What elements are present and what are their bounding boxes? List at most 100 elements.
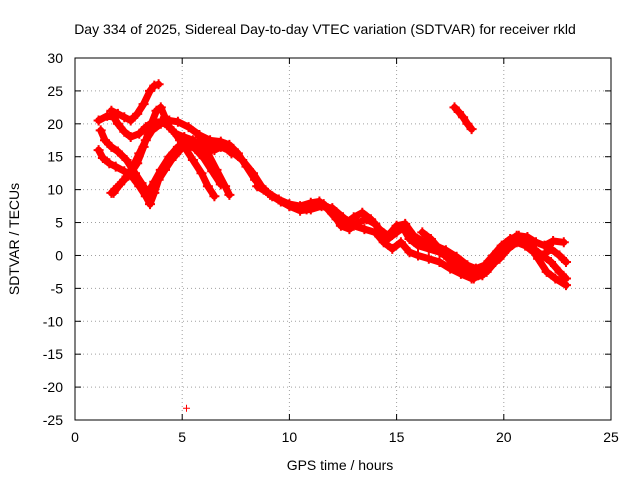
data-point-marker xyxy=(561,273,571,284)
data-point-marker xyxy=(263,187,273,198)
data-point-marker xyxy=(194,132,205,142)
data-point-marker xyxy=(215,141,226,152)
data-point-marker xyxy=(546,243,556,254)
data-point-marker xyxy=(365,214,376,225)
data-point-marker xyxy=(359,224,370,235)
data-point-marker xyxy=(110,161,121,172)
data-point-marker xyxy=(548,236,559,246)
data-point-marker xyxy=(470,263,481,274)
data-point-marker xyxy=(215,179,226,190)
data-point-marker xyxy=(425,234,436,244)
data-point-marker xyxy=(121,155,132,165)
data-point-marker xyxy=(97,153,108,163)
data-point-marker xyxy=(155,164,166,175)
y-tick-label: 25 xyxy=(47,83,63,99)
data-point-marker xyxy=(164,115,175,126)
data-point-marker xyxy=(125,115,136,126)
series-arc-i xyxy=(417,227,571,284)
axis-ticks: 0 5 10 15 20 25 -25 -20 -15 -10 -5 0 5 10 15 20 25 30 xyxy=(43,50,619,445)
data-point-marker xyxy=(391,220,402,231)
plot-frame xyxy=(74,57,612,421)
y-tick-label: 0 xyxy=(55,247,63,263)
data-point-marker xyxy=(252,181,263,192)
data-point-marker xyxy=(305,204,316,215)
data-point-marker xyxy=(348,212,359,223)
data-point-marker xyxy=(419,237,430,248)
data-point-marker xyxy=(153,79,164,90)
data-point-marker xyxy=(170,128,181,139)
data-point-marker xyxy=(134,128,145,139)
data-point-marker xyxy=(138,99,149,110)
data-point-marker xyxy=(537,250,548,261)
data-point-marker xyxy=(187,155,198,165)
data-point-marker xyxy=(183,404,190,412)
data-point-marker xyxy=(134,148,145,159)
data-point-marker xyxy=(466,124,477,135)
data-point-marker xyxy=(202,181,213,192)
data-point-marker xyxy=(115,179,125,190)
data-point-marker xyxy=(561,257,571,267)
data-point-marker xyxy=(104,158,115,169)
data-point-marker xyxy=(477,266,488,277)
data-point-marker xyxy=(295,205,306,216)
data-point-marker xyxy=(237,155,248,165)
data-point-marker xyxy=(460,268,471,279)
data-point-marker xyxy=(348,220,359,231)
data-point-marker xyxy=(503,243,514,254)
data-point-marker xyxy=(224,189,235,200)
y-tick-label: 20 xyxy=(47,116,63,132)
data-point-marker xyxy=(142,187,153,198)
data-point-marker xyxy=(413,250,423,261)
data-point-marker xyxy=(404,247,415,258)
data-point-marker xyxy=(423,253,434,264)
series-outlier xyxy=(183,404,190,412)
data-point-marker xyxy=(106,105,117,116)
y-axis-label: SDTVAR / TECUs xyxy=(6,183,22,295)
y-tick-label: -25 xyxy=(43,412,63,428)
data-point-marker xyxy=(520,240,531,251)
y-tick-label: 30 xyxy=(47,50,63,66)
data-point-marker xyxy=(121,171,132,182)
data-point-marker xyxy=(558,237,569,248)
data-point-marker xyxy=(136,178,147,189)
data-point-marker xyxy=(112,108,123,119)
x-tick-label: 20 xyxy=(496,429,512,445)
data-point-marker xyxy=(546,257,556,267)
data-point-marker xyxy=(539,240,550,251)
data-point-marker xyxy=(119,126,130,137)
x-tick-label: 25 xyxy=(603,429,619,445)
data-point-marker xyxy=(149,176,160,187)
data-point-marker xyxy=(145,199,155,210)
data-point-marker xyxy=(528,247,539,258)
data-point-marker xyxy=(284,201,295,212)
y-tick-label: -20 xyxy=(43,379,63,395)
data-point-marker xyxy=(541,266,552,277)
series-arc-c xyxy=(95,125,226,198)
y-tick-label: 10 xyxy=(47,182,63,198)
data-point-marker xyxy=(451,251,462,262)
data-point-marker xyxy=(417,227,428,238)
data-point-marker xyxy=(172,141,183,152)
data-point-marker xyxy=(387,243,398,254)
y-tick-label: 5 xyxy=(55,215,63,231)
data-point-marker xyxy=(400,218,411,229)
data-point-marker xyxy=(187,135,198,146)
data-point-marker xyxy=(511,237,522,248)
data-point-marker xyxy=(145,85,155,96)
data-point-marker xyxy=(108,187,119,198)
data-point-marker xyxy=(383,230,393,241)
data-point-marker xyxy=(183,122,194,133)
data-point-marker xyxy=(550,273,561,284)
data-point-marker xyxy=(132,108,143,119)
series-arc-j xyxy=(449,102,477,135)
data-point-marker xyxy=(207,166,218,177)
y-tick-label: -15 xyxy=(43,346,63,362)
data-point-marker xyxy=(485,260,496,271)
data-point-marker xyxy=(434,243,445,254)
data-point-marker xyxy=(112,118,123,129)
x-axis-label: GPS time / hours xyxy=(287,457,394,473)
data-point-marker xyxy=(494,253,505,264)
data-point-marker xyxy=(127,161,138,172)
chart-title: Day 334 of 2025, Sidereal Day-to-day VTE… xyxy=(74,21,576,37)
data-point-marker xyxy=(119,112,130,123)
